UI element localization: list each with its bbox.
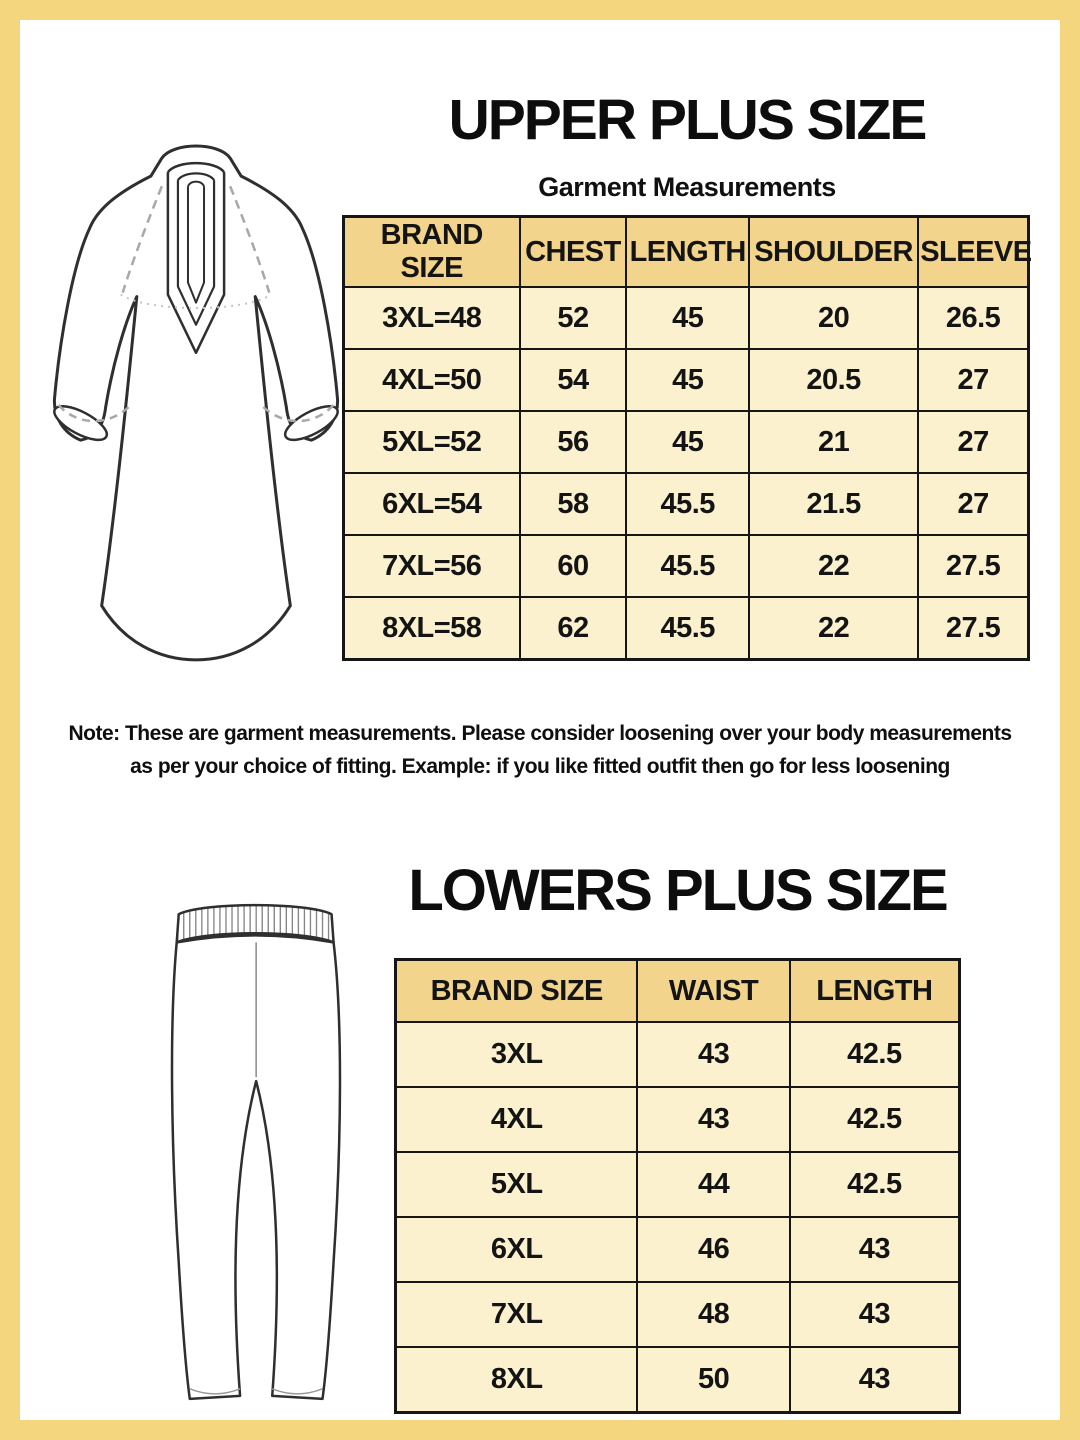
table-row: 7XL 48 43: [394, 1281, 961, 1348]
table-cell: 8XL=58: [342, 596, 521, 661]
table-cell: 45.5: [625, 534, 750, 598]
table-row: 3XL 43 42.5: [394, 1021, 961, 1088]
table-cell: 54: [518, 348, 628, 412]
table-cell: 58: [518, 472, 628, 536]
table-cell: 6XL: [394, 1216, 639, 1283]
table-row: 5XL 44 42.5: [394, 1151, 961, 1218]
table-row: 6XL=54 58 45.5 21.5 27: [342, 472, 1030, 536]
table-cell: 22: [747, 596, 920, 661]
pants-line-art-icon: [170, 903, 342, 1401]
note-line-2: as per your choice of fitting. Example: …: [130, 754, 950, 778]
upper-section-title: UPPER PLUS SIZE: [448, 88, 928, 152]
table-cell: 52: [518, 286, 628, 350]
upper-table-body: 3XL=48 52 45 20 26.5 4XL=50 54 45 20.5 27 5XL=52 56…: [342, 286, 1030, 661]
header-cell: BRAND SIZE: [394, 958, 639, 1023]
table-cell: 3XL: [394, 1021, 639, 1088]
table-row: 5XL=52 56 45 21 27: [342, 410, 1030, 474]
table-cell: 7XL: [394, 1281, 639, 1348]
table-cell: 48: [636, 1281, 791, 1348]
table-cell: 46: [636, 1216, 791, 1283]
note-line-1: Note: These are garment measurements. Pl…: [68, 722, 1012, 745]
table-row: 6XL 46 43: [394, 1216, 961, 1283]
upper-section-subtitle: Garment Measurements: [538, 172, 836, 202]
table-row: 8XL=58 62 45.5 22 27.5: [342, 596, 1030, 661]
table-row: 3XL=48 52 45 20 26.5: [342, 286, 1030, 350]
table-cell: 56: [518, 410, 628, 474]
table-cell: 43: [788, 1346, 961, 1414]
table-cell: 26.5: [917, 286, 1030, 350]
table-cell: 20: [747, 286, 920, 350]
table-cell: 5XL: [394, 1151, 639, 1218]
lower-table-body: 3XL 43 42.5 4XL 43 42.5 5XL 44 42.5 6XL 46 43 7XL 48 4…: [394, 1021, 961, 1414]
table-cell: 42.5: [788, 1151, 961, 1218]
header-cell: SLEEVE: [917, 215, 1032, 288]
table-cell: 21: [747, 410, 920, 474]
header-cell: CHEST: [518, 215, 628, 288]
table-cell: 43: [788, 1216, 961, 1283]
table-cell: 3XL=48: [342, 286, 521, 350]
table-cell: 43: [636, 1086, 791, 1153]
table-row: 8XL 50 43: [394, 1346, 961, 1414]
table-cell: 21.5: [747, 472, 920, 536]
table-cell: 5XL=52: [342, 410, 521, 474]
header-cell: SHOULDER: [747, 215, 920, 288]
table-cell: 27: [917, 472, 1030, 536]
table-cell: 4XL: [394, 1086, 639, 1153]
header-cell: BRAND SIZE: [342, 215, 521, 288]
upper-size-table: BRAND SIZE CHEST LENGTH SHOULDER SLEEVE 3XL=…: [342, 215, 1032, 661]
table-cell: 43: [636, 1021, 791, 1088]
table-cell: 42.5: [788, 1021, 961, 1088]
lower-table-header-row: BRAND SIZE WAIST LENGTH: [394, 958, 961, 1023]
header-cell: LENGTH: [788, 958, 961, 1023]
table-cell: 27.5: [917, 534, 1030, 598]
table-cell: 6XL=54: [342, 472, 521, 536]
table-cell: 42.5: [788, 1086, 961, 1153]
lower-size-table: BRAND SIZE WAIST LENGTH 3XL 43 42.5 4XL 43 42.5…: [394, 958, 961, 1414]
table-row: 4XL 43 42.5: [394, 1086, 961, 1153]
measurement-note: Note: These are garment measurements. Pl…: [20, 718, 1060, 783]
table-row: 4XL=50 54 45 20.5 27: [342, 348, 1030, 412]
table-row: 7XL=56 60 45.5 22 27.5: [342, 534, 1030, 598]
lower-section-title: LOWERS PLUS SIZE: [408, 858, 948, 923]
table-cell: 27: [917, 410, 1030, 474]
kurta-line-art-icon: [52, 144, 340, 662]
upper-table-header-row: BRAND SIZE CHEST LENGTH SHOULDER SLEEVE: [342, 215, 1032, 288]
table-cell: 22: [747, 534, 920, 598]
header-cell: LENGTH: [625, 215, 750, 288]
table-cell: 45.5: [625, 596, 750, 661]
table-cell: 27: [917, 348, 1030, 412]
header-cell: WAIST: [636, 958, 791, 1023]
table-cell: 44: [636, 1151, 791, 1218]
table-cell: 4XL=50: [342, 348, 521, 412]
table-cell: 20.5: [747, 348, 920, 412]
table-cell: 7XL=56: [342, 534, 521, 598]
table-cell: 8XL: [394, 1346, 639, 1414]
table-cell: 27.5: [917, 596, 1030, 661]
table-cell: 45: [625, 286, 750, 350]
table-cell: 50: [636, 1346, 791, 1414]
table-cell: 62: [518, 596, 628, 661]
table-cell: 43: [788, 1281, 961, 1348]
table-cell: 45: [625, 410, 750, 474]
table-cell: 60: [518, 534, 628, 598]
table-cell: 45: [625, 348, 750, 412]
table-cell: 45.5: [625, 472, 750, 536]
